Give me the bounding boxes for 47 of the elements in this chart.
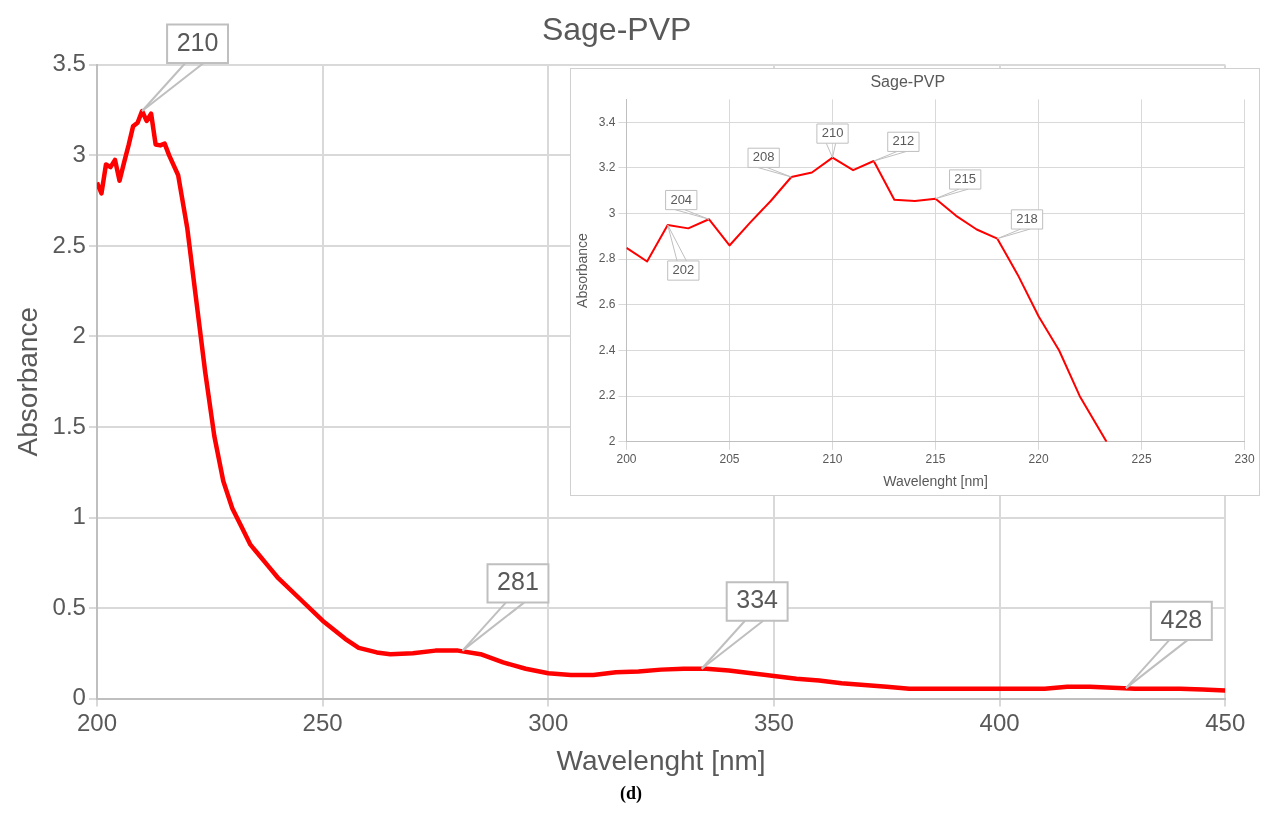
x-tick-label: 215 xyxy=(925,452,946,467)
y-tick-label: 2 xyxy=(72,321,86,349)
x-axis-title: Wavelenght [nm] xyxy=(556,744,766,776)
annotation: 281 xyxy=(497,567,539,596)
x-tick-label: 210 xyxy=(822,452,843,467)
y-tick-label: 1.5 xyxy=(52,411,86,439)
annotation: 218 xyxy=(1016,211,1038,227)
annotation: 202 xyxy=(672,262,695,278)
x-tick-label: 205 xyxy=(719,452,740,467)
x-tick-label: 230 xyxy=(1234,452,1255,467)
y-tick-label: 0 xyxy=(72,683,86,711)
x-tick-label: 400 xyxy=(979,708,1020,736)
annotation: 210 xyxy=(821,125,844,141)
y-tick-label: 2.4 xyxy=(598,342,616,357)
y-tick-label: 2.2 xyxy=(598,388,616,403)
annotation: 210 xyxy=(176,27,219,56)
annotation: 204 xyxy=(670,191,693,207)
x-tick-label: 450 xyxy=(1205,708,1246,736)
y-axis-title: Absorbance xyxy=(11,306,43,457)
x-tick-label: 250 xyxy=(302,708,343,736)
annotation: 334 xyxy=(736,585,779,614)
y-tick-label: 1 xyxy=(72,502,86,530)
y-tick-label: 3.4 xyxy=(598,114,616,129)
y-axis-title: Absorbance xyxy=(574,233,591,308)
y-tick-label: 2 xyxy=(608,434,616,449)
annotation: 215 xyxy=(954,171,977,187)
y-tick-label: 3.2 xyxy=(598,160,616,175)
x-tick-label: 200 xyxy=(616,452,637,467)
x-tick-label: 225 xyxy=(1131,452,1152,467)
y-tick-label: 2.8 xyxy=(598,251,616,266)
x-axis-title: Wavelenght [nm] xyxy=(883,473,988,490)
x-tick-label: 300 xyxy=(528,708,569,736)
x-tick-label: 350 xyxy=(753,708,794,736)
chart-title: Sage-PVP xyxy=(541,11,692,48)
x-tick-label: 220 xyxy=(1028,452,1049,467)
y-tick-label: 3 xyxy=(72,139,86,167)
y-tick-label: 2.5 xyxy=(52,230,86,258)
annotation: 212 xyxy=(892,133,915,149)
y-tick-label: 0.5 xyxy=(52,592,86,620)
annotation: 208 xyxy=(752,149,775,165)
y-tick-label: 3.5 xyxy=(52,49,86,77)
text: (d) xyxy=(619,783,643,804)
y-tick-label: 3 xyxy=(608,205,616,220)
chart-title: Sage-PVP xyxy=(870,73,946,91)
y-tick-label: 2.6 xyxy=(598,297,616,312)
annotation: 428 xyxy=(1160,604,1203,633)
x-tick-label: 200 xyxy=(76,708,117,736)
